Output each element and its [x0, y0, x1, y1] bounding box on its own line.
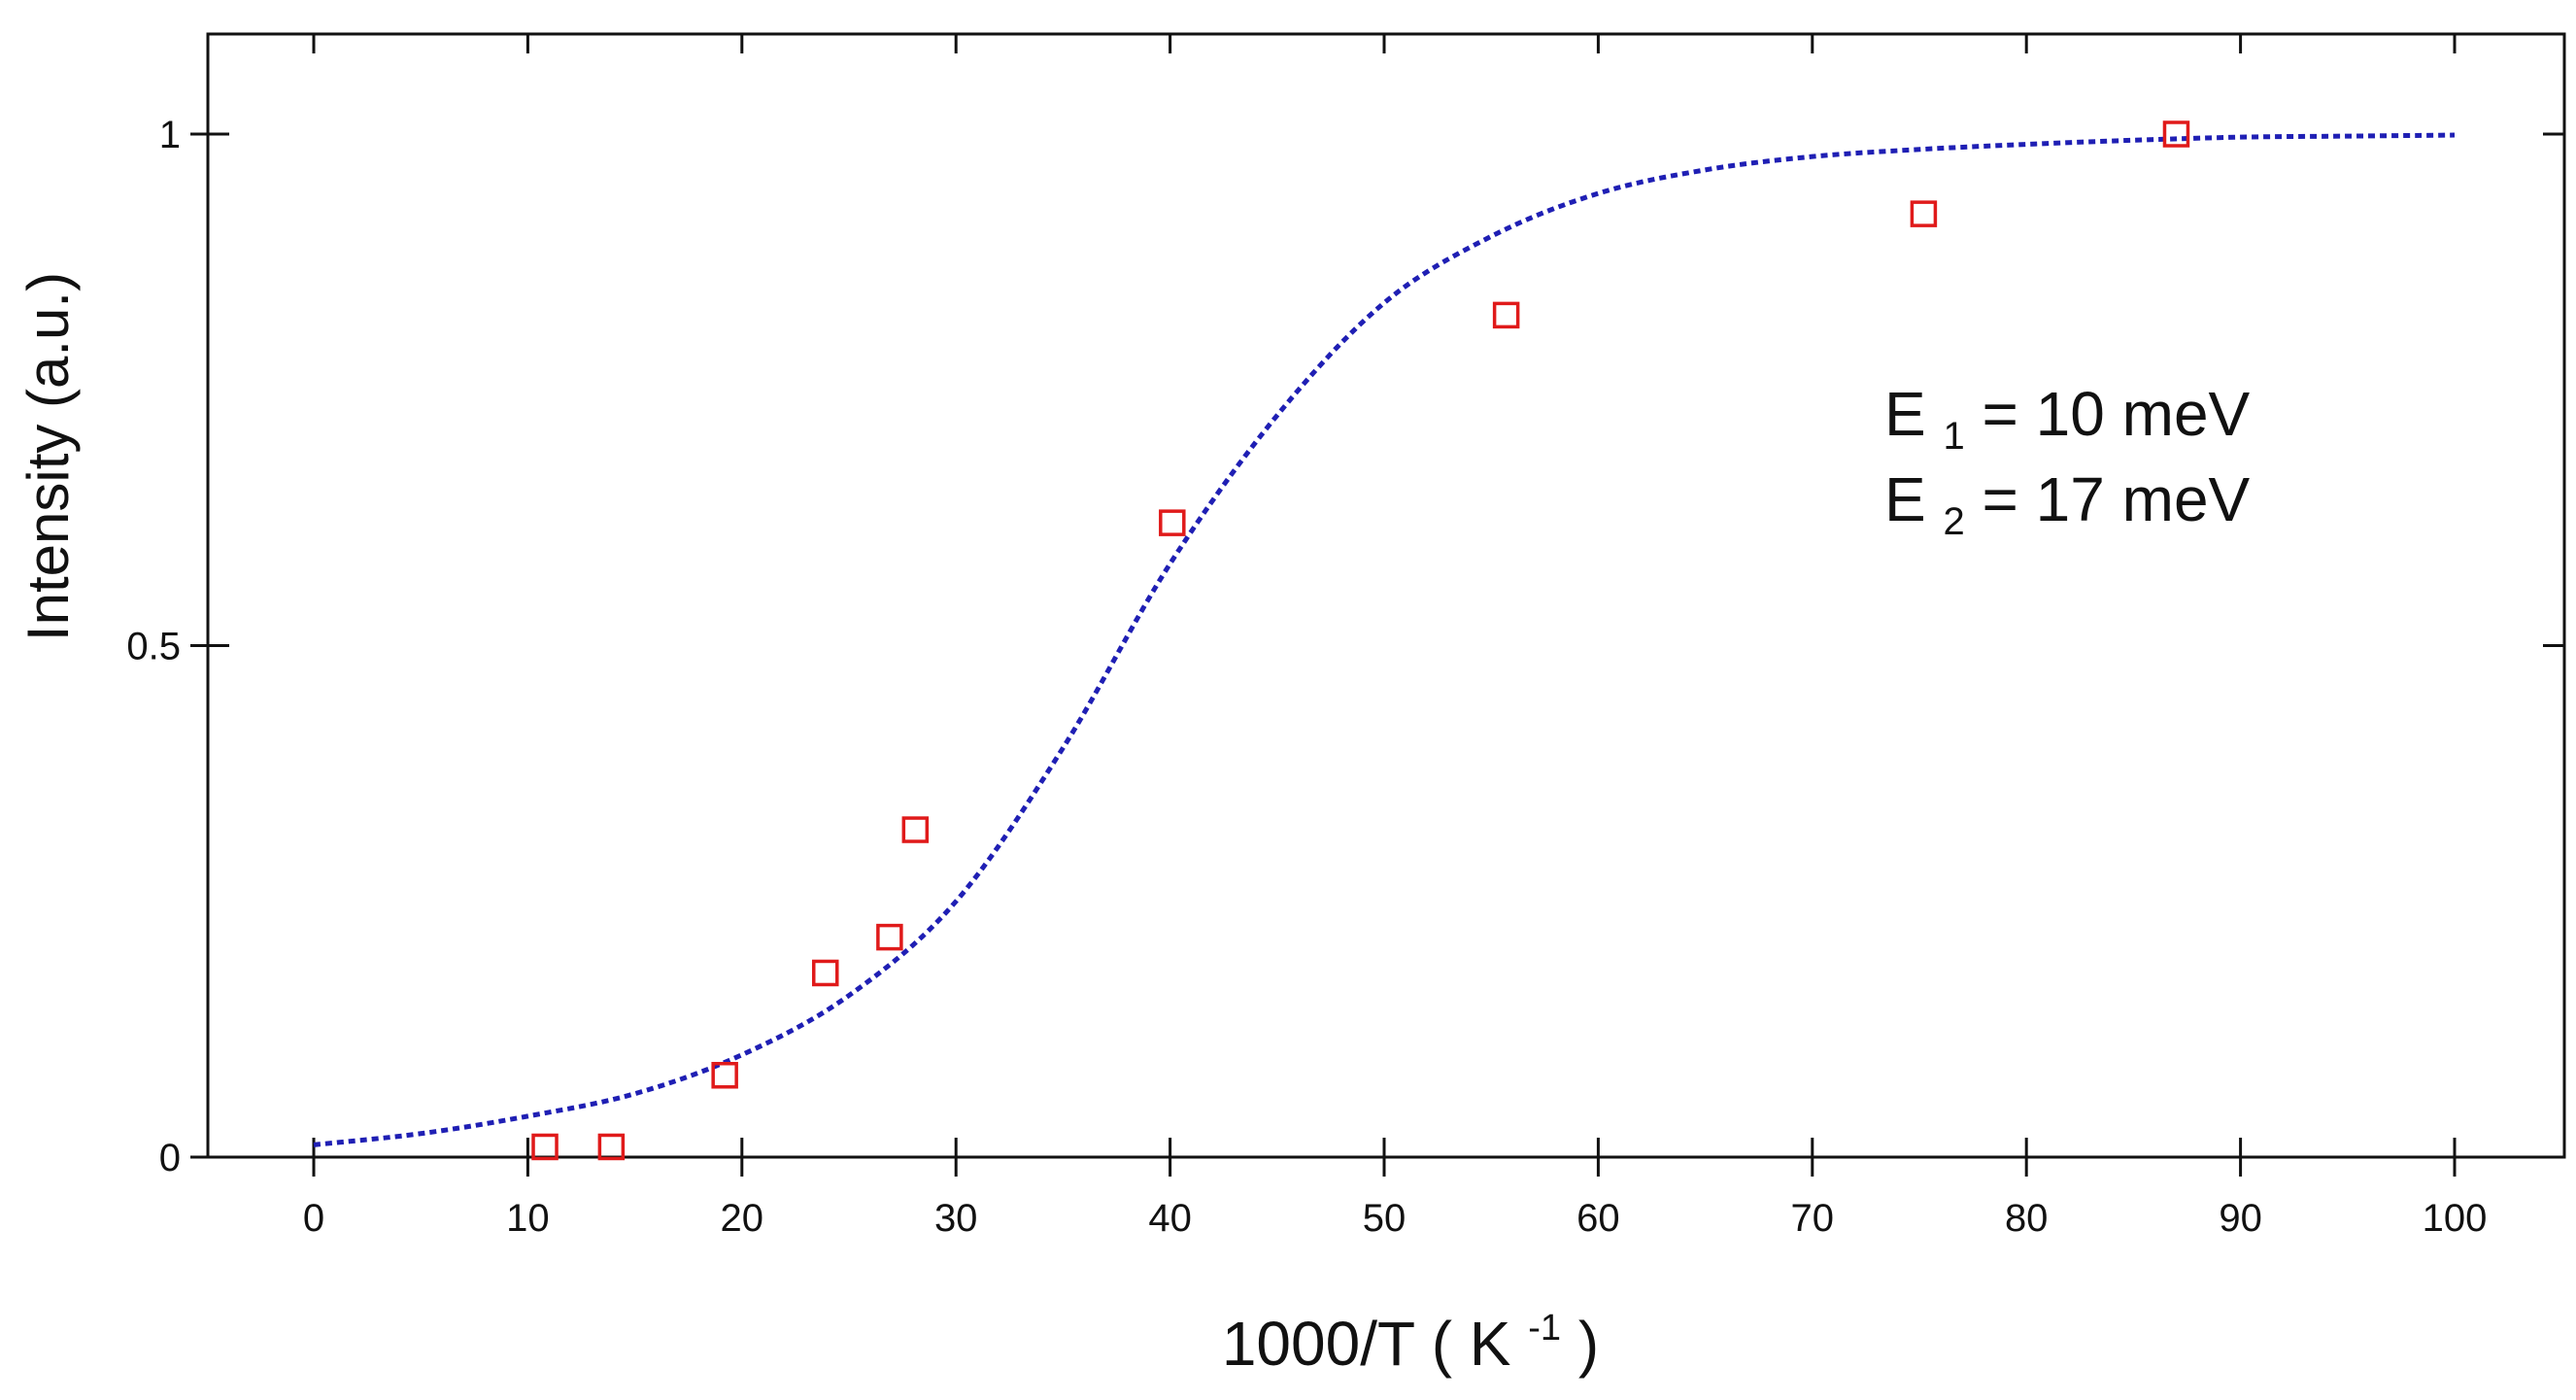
data-point-6 — [1159, 509, 1186, 536]
x-axis: 0 10 20 30 40 50 60 70 80 90 100 — [303, 34, 2488, 1240]
x-tick-label-30: 30 — [934, 1197, 978, 1240]
y-axis: 00.51 — [126, 114, 2564, 1179]
y-tick-label-1: 0.5 — [126, 626, 181, 668]
x-tick-label-0: 0 — [303, 1197, 324, 1240]
x-axis-title-unit-close: ) — [1578, 1309, 1599, 1379]
data-point-4 — [876, 923, 903, 951]
annotation-e1: E 1 = 10 meV — [1884, 379, 2251, 462]
annotation-e1-base: E — [1884, 379, 1926, 449]
data-point-8 — [1910, 200, 1938, 227]
data-point-5 — [901, 816, 930, 843]
y-axis-title: Intensity (a.u.) — [16, 272, 81, 641]
y-tick-label-0: 0 — [159, 1137, 181, 1179]
data-point-9 — [2162, 120, 2190, 148]
annotation-e1-rest: = 10 meV — [1983, 379, 2251, 449]
fit-line-layer — [313, 132, 2456, 1147]
annotation-e2-rest: = 17 meV — [1983, 464, 2251, 534]
x-tick-label-20: 20 — [721, 1197, 764, 1240]
plot-frame — [206, 32, 2566, 1159]
x-tick-label-70: 70 — [1791, 1197, 1835, 1240]
annotation-e2: E 2 = 17 meV — [1884, 464, 2251, 548]
data-point-3 — [812, 959, 839, 987]
data-point-0 — [531, 1133, 559, 1161]
fit-curve — [313, 132, 2456, 1147]
data-point-7 — [1492, 301, 1520, 329]
annotation-e2-sub: 2 — [1943, 500, 1964, 543]
data-point-2 — [711, 1062, 738, 1089]
x-axis-title-unit-exp: -1 — [1528, 1308, 1561, 1349]
x-axis-title-unit-base: K — [1470, 1309, 1511, 1379]
x-tick-label-50: 50 — [1363, 1197, 1407, 1240]
x-axis-title-main: 1000/T — [1222, 1309, 1414, 1379]
x-tick-label-90: 90 — [2219, 1197, 2262, 1240]
annotation-e2-base: E — [1884, 464, 1926, 534]
data-point-1 — [597, 1133, 626, 1161]
annotation-e1-sub: 1 — [1943, 415, 1964, 458]
x-tick-label-60: 60 — [1576, 1197, 1620, 1240]
y-tick-label-2: 1 — [159, 114, 181, 156]
x-tick-label-100: 100 — [2423, 1197, 2488, 1240]
x-tick-label-40: 40 — [1148, 1197, 1192, 1240]
x-tick-label-80: 80 — [2005, 1197, 2049, 1240]
x-tick-label-10: 10 — [506, 1197, 550, 1240]
x-axis-title-unit-open: ( — [1432, 1309, 1452, 1379]
data-points — [531, 120, 2190, 1161]
x-axis-title: 1000/T ( K -1 ) — [1222, 1283, 1599, 1379]
